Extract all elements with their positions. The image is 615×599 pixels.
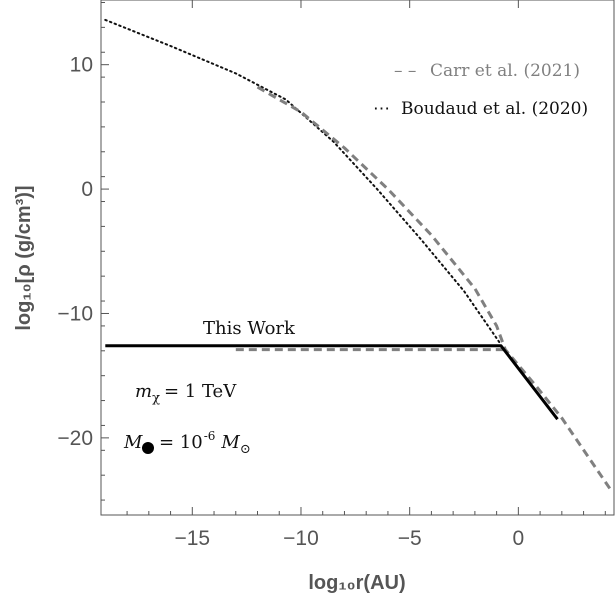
sun-symbol-icon: ⊙	[240, 442, 251, 457]
y-axis-ticks: 10 0 −10 −20	[57, 1, 109, 501]
y-tick-label: 10	[70, 54, 93, 77]
bh-mass-value: = 10	[159, 432, 203, 453]
bh-mass-label: M = 10-6 M⊙	[123, 429, 251, 457]
series-line-this-work	[105, 344, 559, 421]
x-tick-label: −15	[174, 527, 210, 550]
x-tick-label: −10	[283, 527, 319, 550]
dm-mass-symbol: m	[135, 381, 152, 402]
plot-frame	[100, 0, 615, 516]
dm-mass-subscript: χ	[152, 391, 160, 406]
this-work-label: This Work	[203, 318, 296, 339]
legend: – – Carr et al. (2021) ⋯ Boudaud et al. …	[373, 61, 588, 119]
y-tick-label: −10	[57, 302, 93, 325]
y-axis-label: log₁₀[ρ (g/cm³)]	[13, 185, 35, 330]
legend-label-carr: Carr et al. (2021)	[430, 61, 580, 81]
bh-mass-unit: M	[220, 432, 240, 453]
x-axis-label: log₁₀r(AU)	[308, 572, 405, 594]
svg-text:M: M	[123, 432, 143, 453]
y-tick-label: 0	[81, 178, 93, 201]
dm-mass-label: mχ = 1 TeV	[135, 381, 237, 406]
black-hole-dot-icon	[142, 442, 154, 454]
x-tick-label: −5	[398, 527, 422, 550]
dm-mass-value: = 1 TeV	[164, 381, 237, 402]
legend-label-boudaud: Boudaud et al. (2020)	[401, 99, 588, 119]
bh-mass-symbol: M	[123, 432, 143, 453]
bh-mass-exponent: -6	[204, 429, 216, 443]
x-axis-ticks: −15 −10 −5 0	[126, 0, 606, 550]
series-line-boudaud	[104, 18, 502, 346]
series-line-carr	[256, 85, 614, 493]
y-tick-label: −20	[57, 427, 93, 450]
svg-text:= 10-6M⊙: = 10-6 M⊙	[159, 429, 251, 457]
series-layer	[104, 18, 614, 493]
legend-symbol-boudaud: ⋯	[373, 99, 390, 119]
legend-symbol-carr: – –	[394, 61, 416, 81]
x-tick-label: 0	[513, 527, 525, 550]
